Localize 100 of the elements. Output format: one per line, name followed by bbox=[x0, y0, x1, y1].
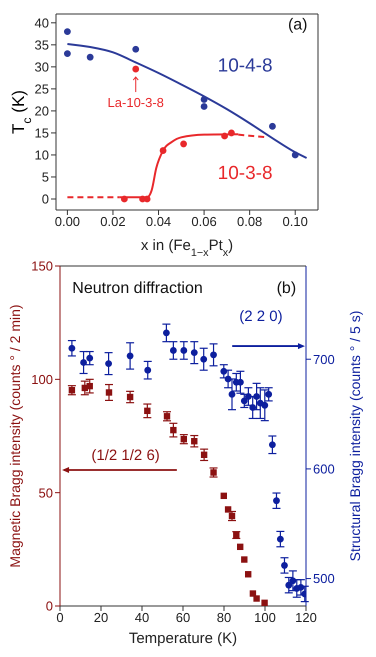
y-axis-title: Magnetic Bragg intensity (counts ° / 2 min) bbox=[7, 304, 23, 568]
series-label: 10-4-8 bbox=[218, 55, 273, 76]
annotation: (b) bbox=[276, 280, 296, 298]
point bbox=[269, 122, 276, 130]
series-label: 10-3-8 bbox=[218, 163, 273, 184]
point bbox=[64, 28, 71, 36]
series-label: (1/2 1/2 6) bbox=[91, 446, 160, 464]
point bbox=[200, 96, 208, 103]
point bbox=[191, 438, 198, 444]
y-tick-label: 0 bbox=[42, 192, 49, 207]
point bbox=[261, 402, 268, 409]
y-tick-label: 30 bbox=[34, 59, 49, 74]
y-tick-label: 0 bbox=[46, 598, 53, 614]
point bbox=[64, 50, 71, 58]
point bbox=[249, 404, 256, 411]
point bbox=[228, 390, 236, 398]
point bbox=[68, 344, 76, 352]
point bbox=[200, 103, 208, 110]
x-tick-label: 120 bbox=[295, 610, 317, 626]
x-tick-label: 80 bbox=[216, 610, 232, 626]
y-tick-label: 50 bbox=[38, 485, 53, 500]
point bbox=[220, 492, 227, 500]
point bbox=[297, 584, 304, 591]
point bbox=[285, 582, 292, 589]
annotation: (a) bbox=[288, 16, 308, 34]
x-tick-label: 0.04 bbox=[146, 214, 172, 230]
y-tick-label: 10 bbox=[34, 148, 49, 163]
point bbox=[190, 349, 198, 356]
point bbox=[220, 368, 228, 375]
y2-tick-label: 500 bbox=[313, 571, 335, 586]
y-tick-label: 150 bbox=[31, 258, 53, 274]
point bbox=[144, 196, 151, 202]
point bbox=[132, 66, 140, 72]
point bbox=[86, 354, 94, 362]
point bbox=[160, 147, 166, 154]
point bbox=[68, 387, 76, 394]
line-series bbox=[66, 42, 308, 160]
point bbox=[162, 330, 170, 336]
point bbox=[253, 595, 260, 602]
point bbox=[273, 497, 280, 504]
y-tick-label: 5 bbox=[42, 170, 49, 185]
x-tick-label: 0.00 bbox=[54, 214, 80, 230]
x-tick-label: 0.02 bbox=[100, 214, 126, 230]
point bbox=[241, 556, 248, 563]
point bbox=[126, 352, 134, 360]
point bbox=[144, 408, 151, 414]
x-tick-label: 0 bbox=[56, 610, 64, 626]
annotation: La-10-3-8 bbox=[108, 95, 164, 110]
point bbox=[237, 378, 244, 386]
point bbox=[244, 571, 252, 578]
point bbox=[200, 356, 208, 363]
y2-tick-label: 600 bbox=[313, 462, 335, 477]
x-tick-label: 40 bbox=[134, 610, 150, 626]
point bbox=[170, 426, 177, 434]
point bbox=[281, 562, 288, 569]
point bbox=[289, 577, 296, 584]
point bbox=[86, 382, 93, 390]
y-tick-label: 40 bbox=[34, 15, 49, 30]
annotation: Neutron diffraction bbox=[72, 280, 203, 298]
point bbox=[120, 196, 128, 202]
x-tick-label: 20 bbox=[94, 610, 108, 626]
point bbox=[200, 452, 208, 458]
point bbox=[228, 130, 235, 136]
text: (2 2 0) bbox=[239, 308, 283, 325]
x-tick-label: 0.06 bbox=[191, 214, 217, 230]
point bbox=[180, 140, 187, 148]
point bbox=[236, 544, 244, 550]
point bbox=[170, 347, 177, 354]
point bbox=[265, 390, 272, 398]
y2-axis-title: Structural Bragg intensity (counts ° / 5 s) bbox=[347, 310, 363, 562]
point bbox=[224, 376, 232, 382]
x-tick-label: 60 bbox=[176, 610, 190, 626]
y2-tick-label: 700 bbox=[313, 352, 335, 367]
point bbox=[268, 441, 276, 448]
point bbox=[105, 360, 112, 368]
x-tick-label: 0.08 bbox=[236, 214, 262, 230]
point bbox=[261, 600, 268, 606]
point bbox=[80, 359, 87, 366]
x-axis-title: x in (Fe$_{1−x}$Pt$_{x}$) bbox=[140, 237, 234, 259]
y-tick-label: 35 bbox=[34, 37, 49, 52]
point bbox=[86, 54, 94, 61]
point bbox=[126, 394, 134, 400]
y-tick-label: 25 bbox=[34, 81, 49, 96]
y-tick-label: 100 bbox=[31, 372, 53, 387]
point bbox=[144, 366, 152, 374]
y-tick-label: 15 bbox=[34, 126, 49, 141]
x-tick-label: 100 bbox=[254, 610, 276, 626]
point bbox=[240, 398, 248, 404]
point bbox=[221, 132, 228, 140]
point bbox=[132, 46, 140, 53]
point bbox=[292, 152, 299, 158]
point bbox=[210, 351, 217, 358]
point bbox=[224, 506, 232, 513]
point bbox=[180, 347, 188, 354]
point bbox=[244, 393, 252, 400]
point bbox=[276, 536, 284, 542]
x-axis-title: Temperature (K) bbox=[128, 630, 238, 647]
point bbox=[253, 393, 260, 400]
y-tick-label: 20 bbox=[34, 104, 49, 119]
x-tick-label: 0.10 bbox=[282, 214, 308, 230]
